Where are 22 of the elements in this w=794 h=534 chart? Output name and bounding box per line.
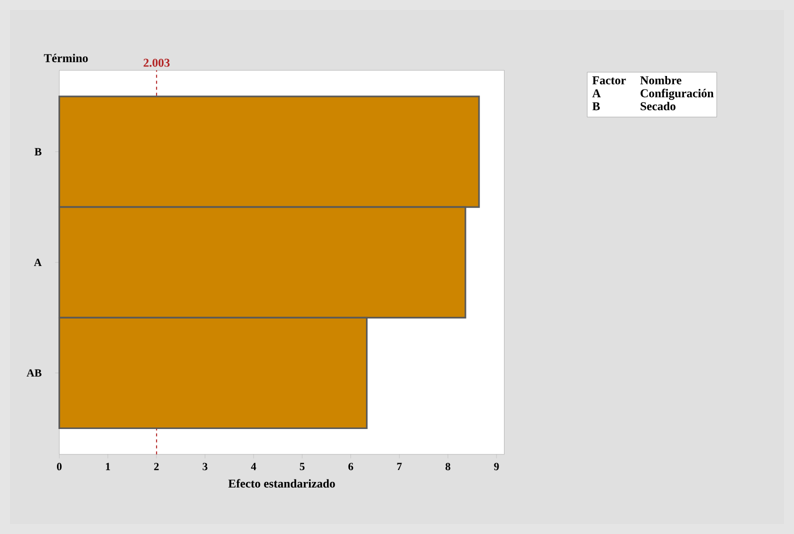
x-tick-label: 9 — [494, 462, 499, 470]
x-tick-label: 7 — [397, 462, 402, 470]
x-tick-label: 5 — [300, 462, 305, 470]
x-tick-label: 1 — [106, 462, 110, 470]
y-tick-label: A — [34, 258, 42, 266]
x-axis-title: Efecto estandarizado — [228, 479, 335, 488]
text: B — [592, 102, 600, 110]
x-tick-label: 0 — [56, 462, 62, 470]
y-tick-label: AB — [26, 369, 42, 377]
text: Secado — [640, 102, 676, 110]
x-tick-label: 4 — [251, 462, 256, 470]
x-tick-label: 6 — [348, 462, 354, 470]
y-axis-title: Término — [44, 54, 88, 62]
x-tick-label: 3 — [202, 462, 208, 470]
text: Factor — [592, 76, 626, 84]
text: A — [592, 89, 601, 98]
text: Nombre — [640, 76, 682, 84]
x-tick-label: 2 — [154, 462, 159, 470]
y-tick-label: B — [34, 148, 42, 156]
ref-line-label: 2.003 — [144, 58, 170, 67]
x-tick-label: 8 — [446, 462, 450, 470]
text: Configuración — [640, 88, 714, 100]
